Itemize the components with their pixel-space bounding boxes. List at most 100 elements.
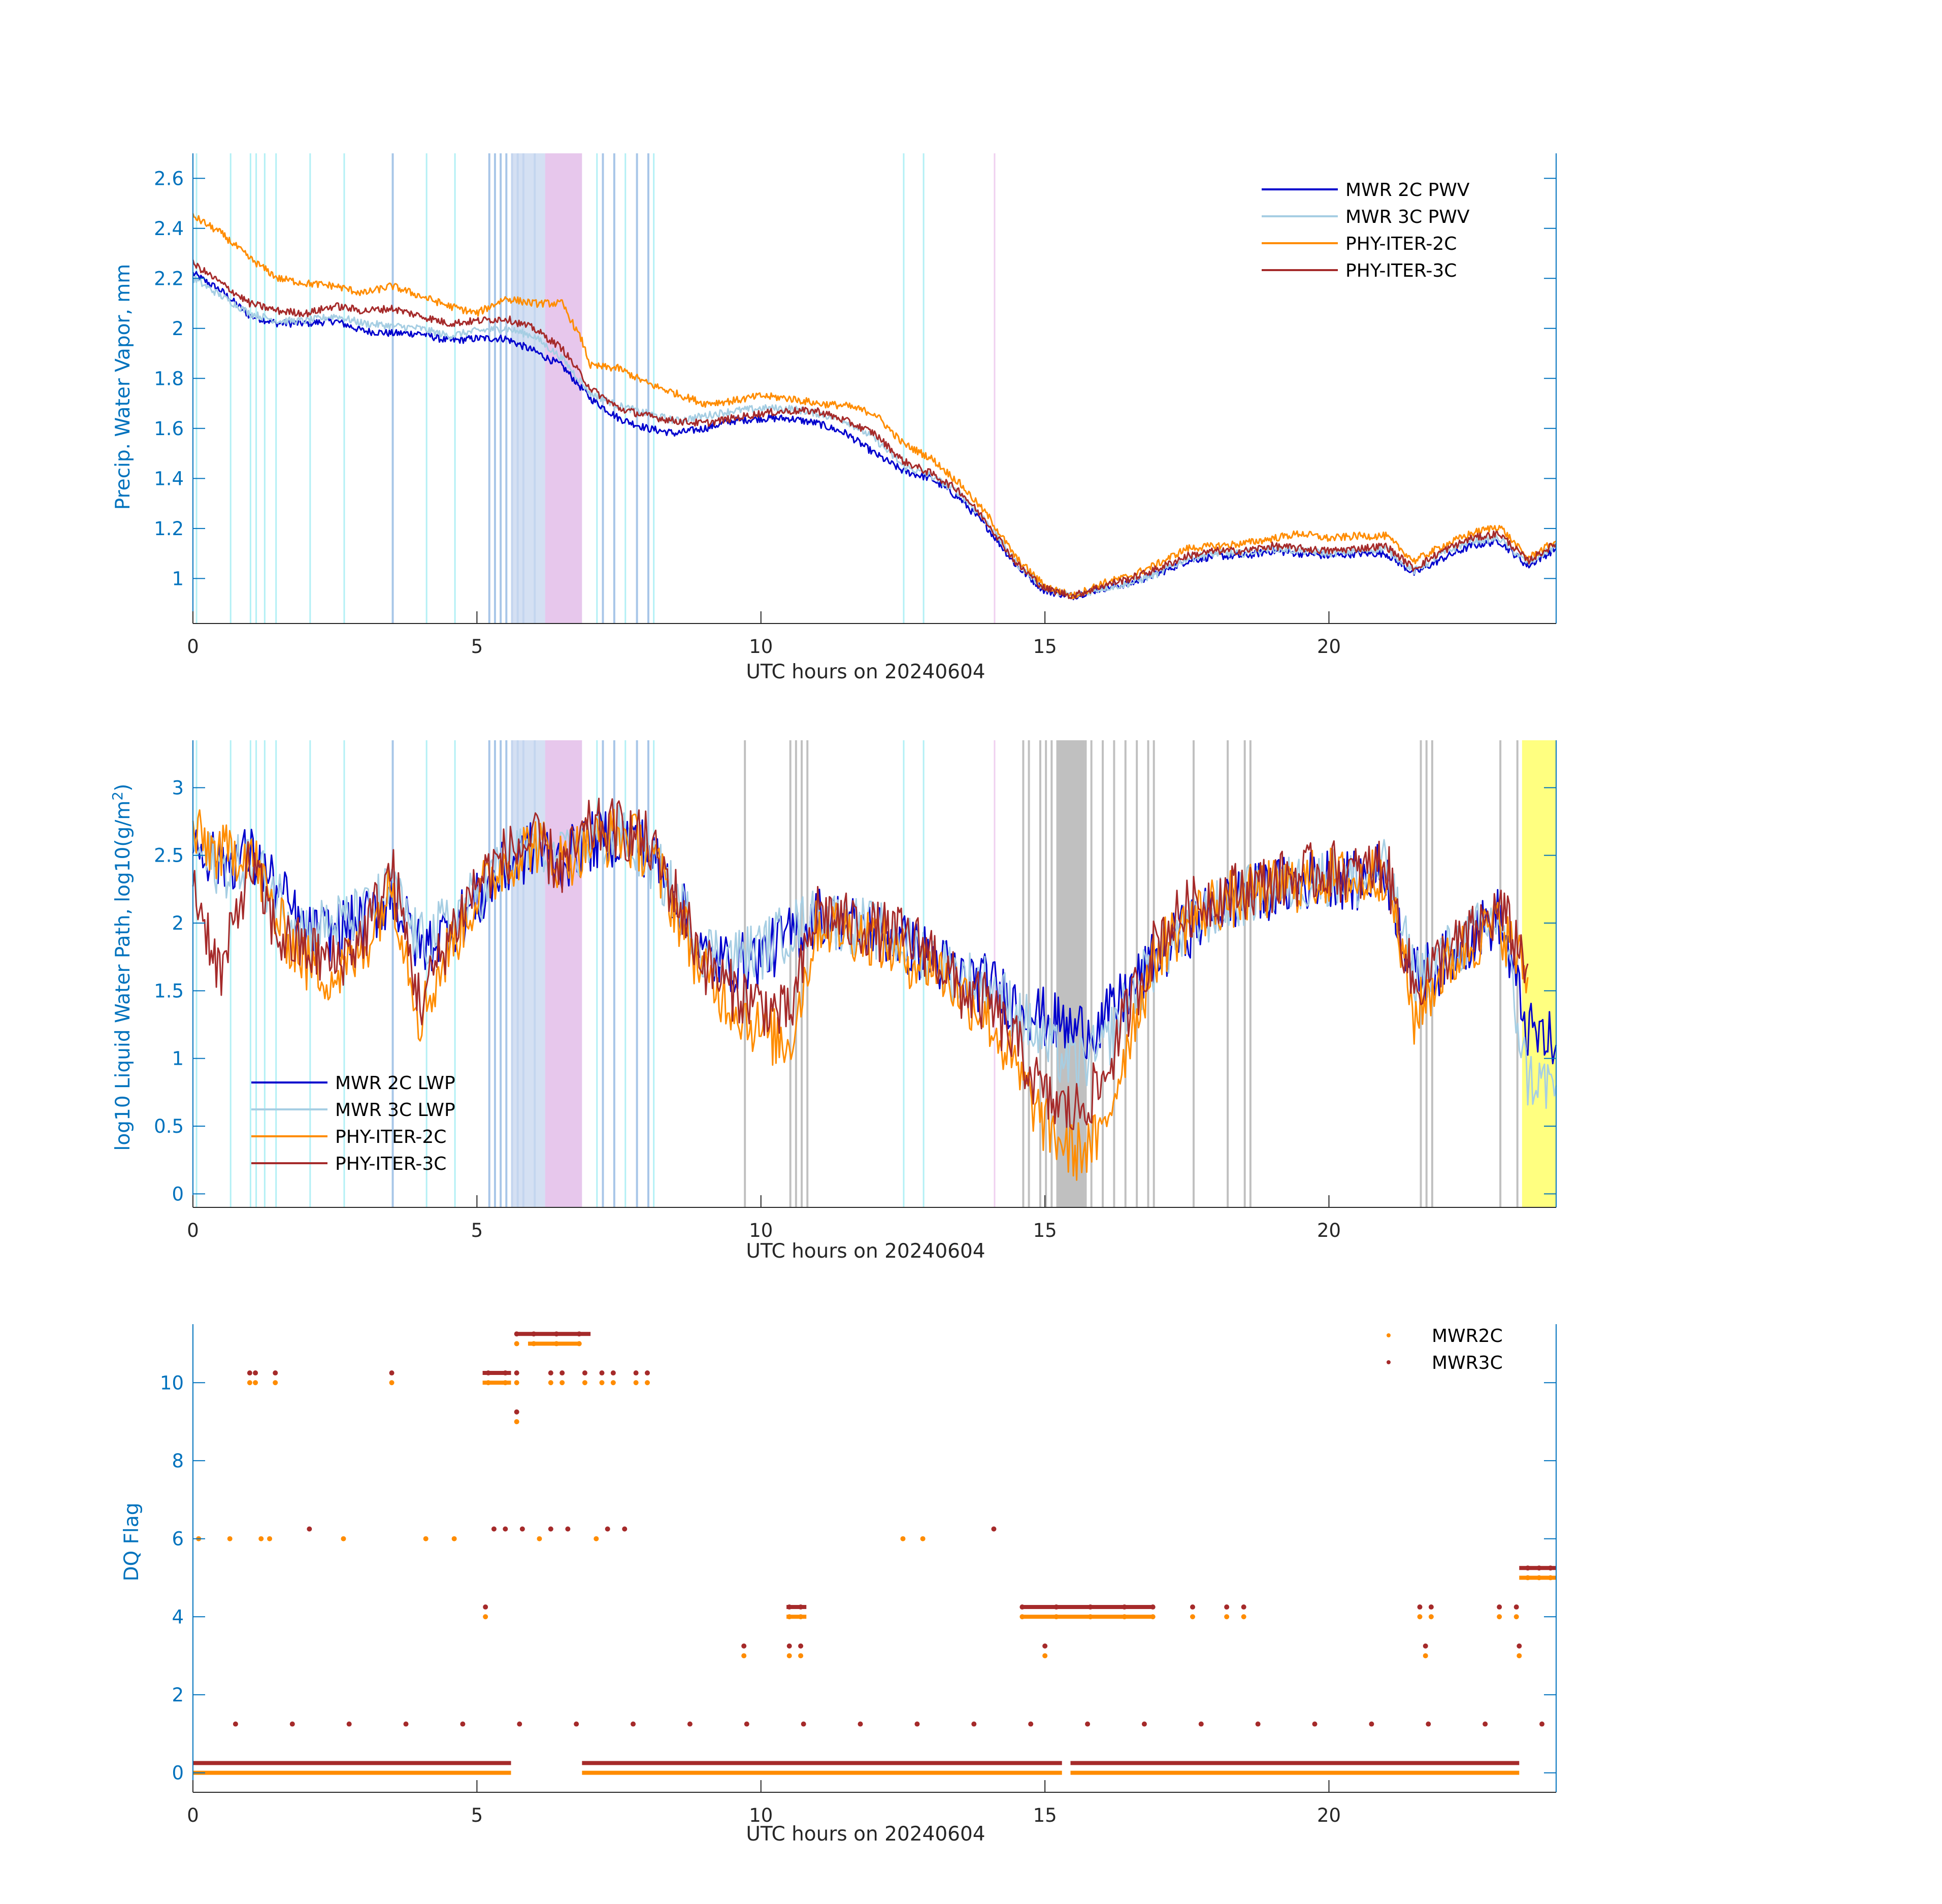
- dq-x-axis-title: UTC hours on 20240604: [746, 1823, 985, 1846]
- flag-line-cyan: [624, 153, 627, 623]
- dq-point-0: [786, 1653, 792, 1659]
- flag-line-gray: [1499, 740, 1502, 1207]
- dq-point-1: [460, 1721, 466, 1727]
- flag-line-blue: [493, 740, 496, 1207]
- flag-line-gray: [1243, 740, 1246, 1207]
- dq-point-0: [273, 1380, 278, 1386]
- dq-point-1: [786, 1643, 792, 1649]
- x-tick-label: 5: [471, 1804, 483, 1826]
- dq-panel: 0 2 4 6 8 10 0 5 10 15 20 UTC hours on 20240604 DQ…: [120, 1324, 1557, 1846]
- dq-point-1: [1088, 1604, 1093, 1610]
- y-tick-label: 2.5: [154, 845, 184, 867]
- dq-baseline-run: [193, 1770, 511, 1775]
- dq-point-1: [687, 1721, 693, 1727]
- x-tick-label: 5: [471, 636, 483, 658]
- dq-point-0: [1241, 1614, 1246, 1620]
- flag-line-cyan: [343, 153, 345, 623]
- dq-point-0: [514, 1341, 519, 1347]
- dq-point-1: [1536, 1565, 1542, 1571]
- flag-line-cyan: [309, 740, 311, 1207]
- dq-point-1: [605, 1526, 610, 1532]
- dq-point-1: [1539, 1721, 1545, 1727]
- dq-point-1: [289, 1721, 295, 1727]
- dq-point-1: [565, 1526, 571, 1532]
- dq-point-1: [633, 1370, 639, 1376]
- dq-point-0: [610, 1380, 616, 1386]
- dq-point-0: [341, 1536, 346, 1541]
- dq-point-1: [514, 1409, 519, 1415]
- flag-band-gray: [1056, 740, 1085, 1207]
- dq-point-1: [307, 1526, 312, 1532]
- flag-line-cyan: [923, 153, 925, 623]
- dq-point-1: [273, 1370, 278, 1376]
- dq-point-1: [622, 1526, 628, 1532]
- flag-line-cyan: [425, 153, 427, 623]
- dq-point-0: [1224, 1614, 1230, 1620]
- dq-flag-run: [482, 1371, 511, 1375]
- flag-line-cyan: [425, 740, 427, 1207]
- dq-point-0: [900, 1536, 906, 1541]
- dq-point-1: [1369, 1721, 1374, 1727]
- dq-point-0: [599, 1380, 605, 1386]
- pwv-panel: 1 1.2 1.4 1.6 1.8 2 2.2 2.4 2.6 0 5 10 15 20 UTC hour…: [112, 153, 1557, 683]
- flag-line-cyan: [249, 740, 251, 1207]
- series-line-0: [192, 271, 1557, 601]
- dq-point-0: [1497, 1614, 1502, 1620]
- flag-line-cyan: [249, 153, 251, 623]
- y-tick-label: 10: [160, 1372, 184, 1394]
- dq-point-0: [227, 1536, 233, 1541]
- flag-line-blue: [500, 740, 502, 1207]
- pwv-x-axis-title: UTC hours on 20240604: [746, 661, 985, 683]
- dq-point-0: [786, 1614, 792, 1620]
- dq-point-1: [1497, 1604, 1502, 1610]
- dq-point-1: [576, 1331, 582, 1337]
- dq-point-1: [519, 1526, 525, 1532]
- dq-point-0: [554, 1341, 559, 1347]
- dq-point-0: [559, 1380, 565, 1386]
- y-tick-label: 1.6: [154, 418, 184, 440]
- dq-legend-label-mwr3c: MWR3C: [1432, 1353, 1503, 1373]
- dq-point-1: [559, 1370, 565, 1376]
- flag-line-blue: [505, 153, 508, 623]
- dq-point-1: [1525, 1565, 1531, 1571]
- dq-point-1: [786, 1604, 792, 1610]
- flag-line-cyan: [454, 740, 456, 1207]
- pwv-axes: 1 1.2 1.4 1.6 1.8 2 2.2 2.4 2.6 0 5 10 15 20: [154, 153, 1557, 658]
- dq-legend-marker-mwr3c: [1387, 1360, 1391, 1364]
- dq-point-1: [1241, 1604, 1246, 1610]
- dq-point-0: [741, 1653, 747, 1659]
- y-tick-label: 1.2: [154, 518, 184, 540]
- flag-line-cyan: [624, 740, 627, 1207]
- dq-point-1: [514, 1370, 519, 1376]
- lwp-panel: 0 0.5 1 1.5 2 2.5 3 0 5 10 15 20 UTC hours on 20240…: [109, 740, 1557, 1263]
- dq-point-0: [258, 1536, 264, 1541]
- x-tick-label: 0: [187, 1804, 199, 1826]
- lwp-axes: 0 0.5 1 1.5 2 2.5 3 0 5 10 15 20: [154, 740, 1557, 1241]
- flag-line-cyan: [195, 740, 198, 1207]
- flag-line-blue: [636, 740, 638, 1207]
- flag-band-blue: [511, 153, 545, 623]
- x-tick-label: 15: [1033, 636, 1057, 658]
- dq-point-0: [920, 1536, 926, 1541]
- flag-line-gray: [1022, 740, 1025, 1207]
- dq-point-1: [1042, 1643, 1048, 1649]
- y-tick-label: 0: [172, 1762, 184, 1784]
- dq-point-0: [1513, 1614, 1519, 1620]
- dq-flag-run: [1022, 1615, 1153, 1619]
- dq-point-0: [645, 1380, 650, 1386]
- dq-point-1: [1428, 1604, 1434, 1610]
- dq-point-1: [914, 1721, 920, 1727]
- flag-line-cyan: [596, 153, 598, 623]
- flag-line-gray: [1090, 740, 1093, 1207]
- dq-point-1: [1548, 1565, 1553, 1571]
- dq-point-0: [267, 1536, 273, 1541]
- y-tick-label: 8: [172, 1450, 184, 1472]
- y-tick-label: 4: [172, 1606, 184, 1628]
- pwv-legend-label-mwr2c: MWR 2C PWV: [1345, 180, 1470, 201]
- dq-point-0: [1548, 1575, 1553, 1581]
- dq-point-1: [1150, 1604, 1156, 1610]
- dq-point-0: [514, 1419, 519, 1425]
- flag-line-blue: [391, 740, 394, 1207]
- dq-point-1: [1312, 1721, 1318, 1727]
- dq-flag-run: [786, 1605, 807, 1610]
